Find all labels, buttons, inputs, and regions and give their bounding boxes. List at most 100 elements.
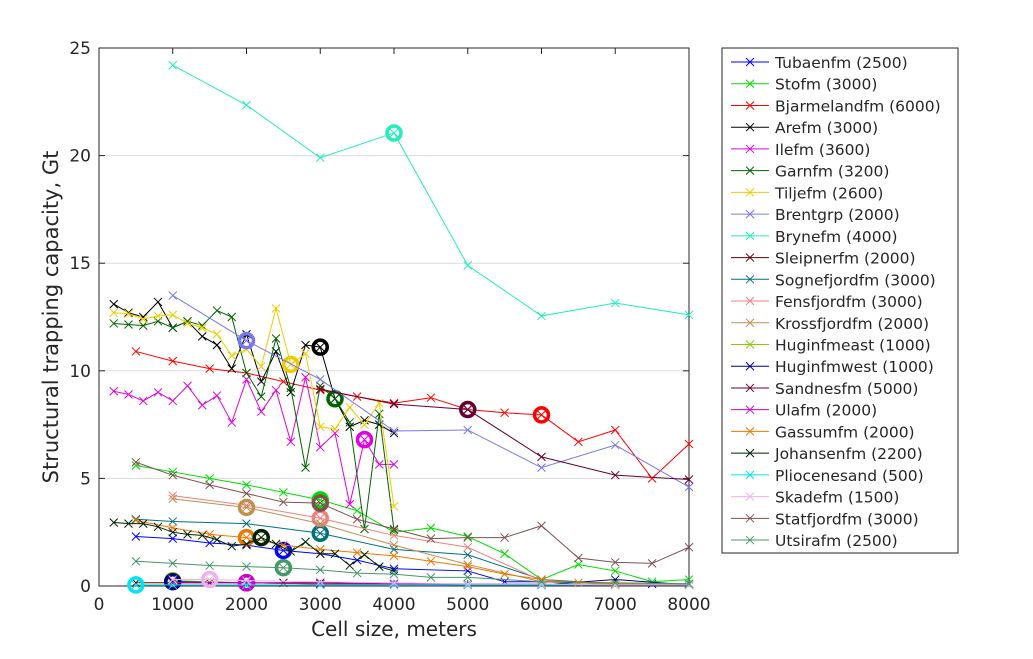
data-point — [389, 398, 399, 408]
y-tick-label: 10 — [69, 362, 91, 382]
data-point — [197, 323, 207, 333]
legend-swatch-marker — [745, 383, 755, 393]
data-point — [500, 569, 509, 579]
legend-swatch-marker — [745, 535, 755, 545]
data-point — [389, 426, 399, 436]
series-line — [172, 64, 690, 317]
data-point — [315, 342, 325, 352]
data-point — [463, 260, 473, 270]
data-point — [389, 551, 399, 561]
data-point — [684, 439, 694, 449]
data-point — [360, 420, 369, 429]
data-point — [301, 349, 310, 358]
data-point — [389, 578, 399, 588]
data-point — [109, 386, 119, 396]
data-point — [168, 534, 178, 544]
y-tick-label: 15 — [69, 254, 91, 274]
data-point — [537, 576, 546, 585]
data-point — [205, 364, 214, 374]
legend-entry: Skadefm (1500) — [731, 489, 899, 507]
series-brentgrp — [168, 291, 694, 492]
legend-label: Utsirafm (2500) — [775, 532, 898, 550]
legend-label: Brynefm (4000) — [775, 228, 898, 246]
legend-entry: Utsirafm (2500) — [731, 532, 898, 550]
legend-entry: Sleipnerfm (2000) — [731, 250, 916, 268]
legend-entry: Huginfmeast (1000) — [731, 336, 931, 354]
data-point — [131, 580, 141, 590]
legend-label: Fensfjordfm (3000) — [775, 293, 923, 311]
data-point — [315, 578, 325, 588]
legend-entry: Ulafm (2000) — [731, 402, 877, 420]
data-point — [389, 531, 399, 540]
data-point — [463, 580, 473, 590]
data-point — [256, 362, 266, 371]
legend-label: Brentgrp (2000) — [775, 206, 900, 224]
data-point — [330, 549, 340, 559]
legend-label: Arefm (3000) — [775, 119, 878, 137]
data-point — [205, 474, 214, 483]
data-point — [301, 372, 310, 382]
data-point — [315, 565, 325, 575]
data-point — [315, 519, 325, 528]
series-johansenfm — [109, 518, 399, 576]
data-point — [389, 579, 399, 589]
data-point — [315, 577, 325, 587]
data-point — [227, 541, 237, 551]
data-point — [315, 549, 325, 559]
data-point — [537, 463, 546, 472]
legend-swatch-marker — [745, 209, 755, 219]
legend-entry: Krossfjordfm (2000) — [731, 315, 929, 333]
legend-label: Sleipnerfm (2000) — [775, 250, 916, 268]
x-tick-label: 6000 — [520, 595, 563, 615]
legend-swatch-marker — [745, 492, 755, 501]
data-point — [286, 437, 296, 447]
data-point — [301, 340, 310, 350]
data-point — [500, 408, 509, 418]
legend-entry: Gassumfm (2000) — [731, 423, 915, 441]
data-point — [205, 480, 214, 490]
legend-label: Tiljefm (2600) — [774, 184, 883, 202]
series-ilefm — [109, 372, 399, 509]
legend-entry: Brynefm (4000) — [731, 228, 898, 246]
data-point — [389, 399, 399, 409]
highlight-marker — [311, 338, 329, 356]
legend-label: Huginfmwest (1000) — [775, 358, 934, 376]
data-point — [463, 542, 473, 552]
legend-label: Tubaenfm (2500) — [774, 54, 908, 72]
legend-swatch-marker — [745, 448, 755, 458]
series-brynefm — [168, 60, 694, 321]
data-point — [242, 539, 251, 549]
data-point — [315, 384, 325, 394]
data-point — [168, 491, 178, 500]
data-point — [537, 521, 546, 531]
data-point — [684, 475, 694, 484]
data-point — [124, 320, 133, 329]
data-point — [315, 442, 325, 452]
data-point — [168, 577, 178, 587]
legend-entry: Johansenfm (2200) — [731, 445, 923, 463]
data-point — [168, 323, 178, 333]
data-point — [426, 573, 436, 582]
x-axis-label: Cell size, meters — [311, 617, 477, 641]
data-point — [426, 393, 436, 403]
data-point — [463, 550, 473, 560]
series-line — [113, 377, 394, 505]
data-point — [183, 319, 192, 328]
highlight-marker — [355, 430, 374, 449]
data-point — [426, 534, 436, 544]
data-point — [124, 390, 133, 399]
data-point — [389, 569, 399, 579]
legend-swatch-marker — [745, 340, 755, 349]
data-point — [227, 364, 237, 374]
data-point — [168, 310, 178, 320]
x-tick-label: 0 — [94, 595, 105, 615]
data-point — [242, 576, 251, 585]
legend-swatch-marker — [745, 296, 755, 306]
data-point — [205, 538, 214, 548]
data-point — [352, 506, 362, 516]
data-point — [256, 392, 266, 401]
data-point — [610, 579, 620, 589]
data-point — [647, 474, 657, 483]
legend-entry: Sognefjordfm (3000) — [731, 271, 936, 289]
